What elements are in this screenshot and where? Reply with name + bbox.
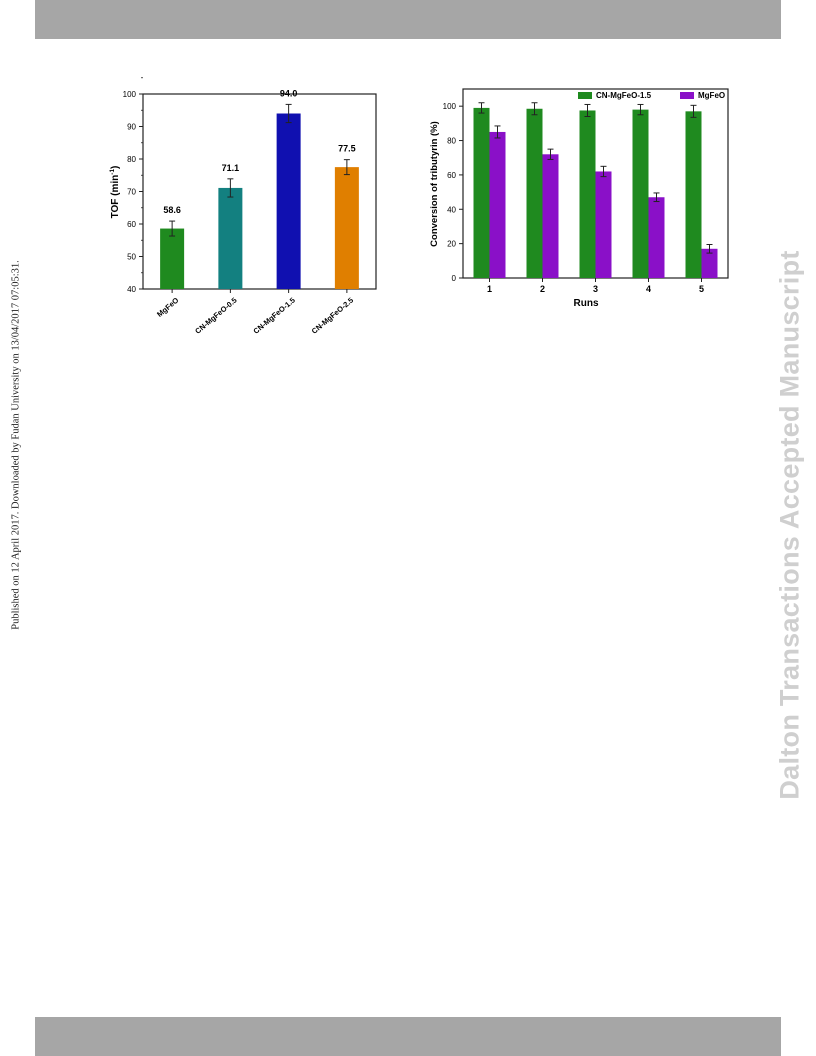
top-band <box>35 0 781 39</box>
tof-y-tick-label: 90 <box>127 123 136 132</box>
tof-x-tick-label: CN-MgFeO-2.5 <box>310 296 355 336</box>
manuscript-watermark: Dalton Transactions Accepted Manuscript <box>774 250 805 800</box>
conversion-y-tick-label: 80 <box>447 137 456 146</box>
conversion-legend-label: CN-MgFeO-1.5 <box>596 91 652 100</box>
tof-value-label: 77.5 <box>338 144 356 154</box>
tof-x-tick-label: MgFeO <box>155 296 180 319</box>
conversion-x-tick-label: 1 <box>487 284 492 294</box>
tof-value-label: 94.0 <box>280 88 298 98</box>
tof-y-tick-label: 80 <box>127 155 136 164</box>
conversion-bar <box>595 171 612 278</box>
tof-y-tick-label: 100 <box>123 90 137 99</box>
tof-y-tick-label: 50 <box>127 253 136 262</box>
conversion-y-tick-label: 40 <box>447 205 456 214</box>
conversion-x-tick-label: 4 <box>646 284 651 294</box>
publication-note: Published on 12 April 2017. Downloaded b… <box>10 260 22 630</box>
conversion-y-tick-label: 0 <box>452 274 457 283</box>
conversion-legend-swatch <box>578 92 592 99</box>
conversion-x-tick-label: 3 <box>593 284 598 294</box>
tof-y-axis-title: TOF (min-1) <box>109 166 121 219</box>
conversion-y-tick-label: 60 <box>447 171 456 180</box>
conversion-y-tick-label: 100 <box>443 102 457 111</box>
conversion-x-axis-title: Runs <box>574 298 599 309</box>
conversion-bar <box>526 108 543 278</box>
bottom-band <box>35 1017 781 1056</box>
conversion-bar <box>632 109 649 278</box>
tof-value-label: 58.6 <box>163 205 181 215</box>
conversion-y-axis-title: Conversion of tributyrin (%) <box>429 121 440 247</box>
conversion-bar <box>473 107 490 279</box>
conversion-x-tick-label: 5 <box>699 284 704 294</box>
conversion-x-tick-label: 2 <box>540 284 545 294</box>
tof-y-tick-label: 70 <box>127 188 136 197</box>
tof-x-tick-label: CN-MgFeO-1.5 <box>252 296 297 336</box>
conversion-bar <box>579 110 596 279</box>
conversion-bar <box>489 131 506 278</box>
conversion-bar <box>648 197 665 278</box>
tof-bar <box>160 228 185 289</box>
tof-bar <box>334 167 359 289</box>
tof-bar <box>218 187 243 289</box>
tof-x-tick-label: CN-MgFeO-0.5 <box>193 296 238 336</box>
conversion-chart: Conversion of tributyrin (%) Runs 0 20 40 6… <box>429 88 729 309</box>
conversion-legend-label: MgFeO <box>698 91 725 100</box>
conversion-bar <box>542 154 559 278</box>
tof-value-label: 71.1 <box>222 163 240 173</box>
tof-bar <box>276 113 301 289</box>
tof-y-tick-label: 40 <box>127 285 136 294</box>
tof-y-tick-label: 60 <box>127 220 136 229</box>
tof-chart: TOF (min-1) 40 50 60 70 80 90 100 58.6 MgFeO 71.1… <box>109 77 377 336</box>
conversion-y-tick-label: 20 <box>447 240 456 249</box>
conversion-legend-swatch <box>680 92 694 99</box>
conversion-bar <box>685 111 702 278</box>
conversion-bar <box>701 248 718 278</box>
